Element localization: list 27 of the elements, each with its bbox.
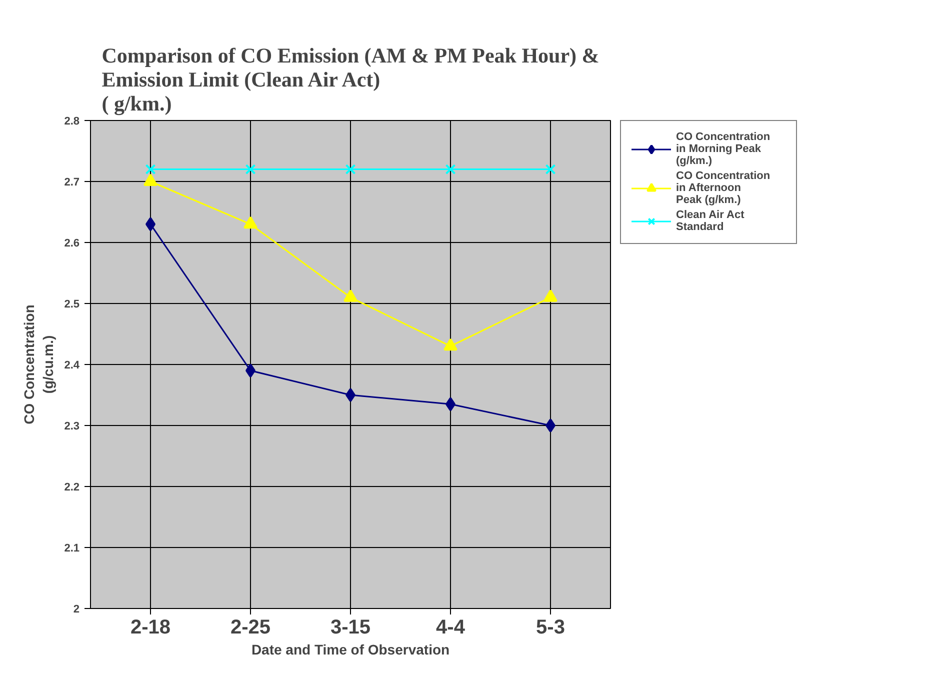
y-tick-label: 2.7 (64, 176, 80, 188)
chart-title: Comparison of CO Emission (AM & PM Peak Hour) & Emission Limit (Clean Air Act) ( g/km.) (102, 44, 600, 116)
x-tick-label: 2-18 (130, 616, 171, 638)
x-axis-title: Date and Time of Observation (251, 642, 450, 658)
x-tick-label: 2-25 (230, 616, 271, 638)
x-tick-label: 5-3 (536, 616, 565, 638)
y-tick-label: 2.8 (64, 116, 80, 128)
point (245, 164, 256, 175)
point (145, 164, 156, 175)
point (545, 164, 556, 175)
y-tick-label: 2.2 (64, 482, 80, 494)
legend-label: Clean Air Act Standard (676, 209, 746, 233)
legend-label: CO Concentration in Afternoon Peak (g/km.) (676, 170, 772, 206)
x-tick-label: 3-15 (330, 616, 371, 638)
point (346, 388, 356, 402)
point (546, 418, 556, 432)
x-tick-label: 4-4 (436, 616, 466, 638)
y-axis-title: CO Concentration (g/cu.m.) (21, 304, 56, 424)
y-tick-label: 2.5 (64, 298, 80, 310)
y-tick-label: 2.4 (64, 360, 80, 372)
y-tick-label: 2.6 (64, 238, 80, 250)
y-tick-label: 2 (73, 604, 80, 616)
point (445, 164, 456, 175)
legend-label: CO Concentration in Morning Peak (g/km.) (676, 131, 772, 167)
y-tick-label: 2.3 (64, 420, 80, 432)
y-tick-label: 2.1 (64, 542, 80, 554)
point (345, 164, 356, 175)
